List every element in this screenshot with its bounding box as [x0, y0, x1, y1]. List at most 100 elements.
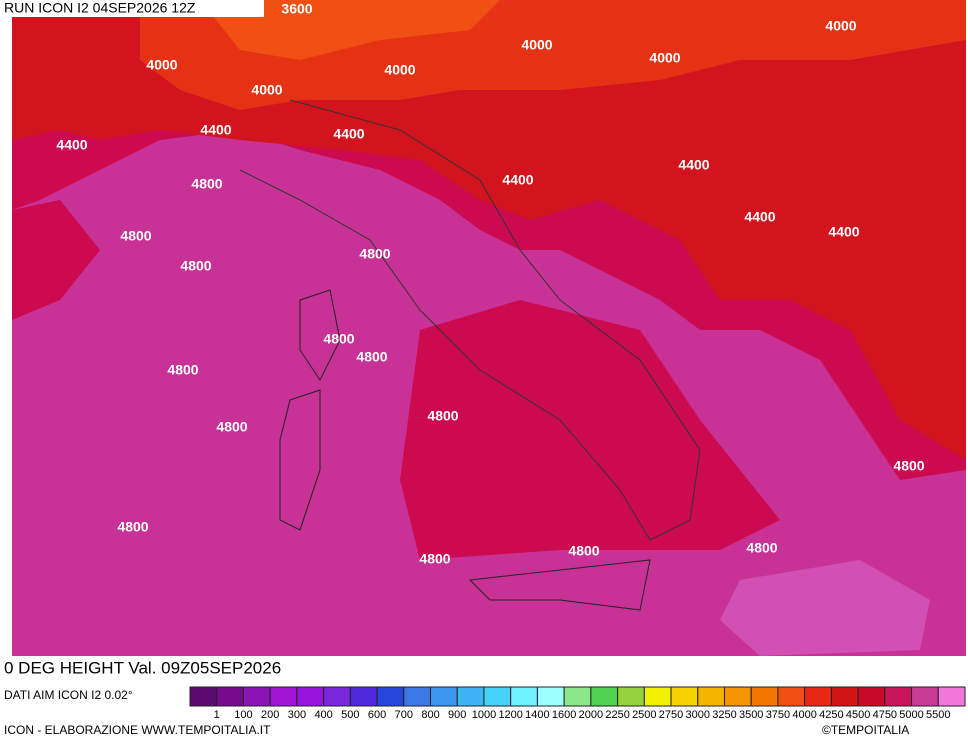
contour-label: 4800 [117, 519, 148, 535]
legend-swatch [323, 686, 351, 707]
legend-label: 400 [314, 709, 332, 721]
legend-swatch [750, 686, 779, 707]
header-box [0, 0, 264, 17]
legend-swatch [857, 686, 886, 707]
footer-title: 0 DEG HEIGHT Val. 09Z05SEP2026 [4, 658, 281, 677]
legend-swatch [804, 686, 832, 707]
legend-label: 800 [421, 709, 439, 721]
legend-label: 3500 [739, 709, 763, 721]
contour-label: 4800 [323, 331, 354, 347]
red-zone [12, 0, 966, 460]
footer-copyright: ©TEMPOITALIA [822, 723, 909, 737]
legend-label: 5000 [899, 709, 923, 721]
contour-label: 4800 [191, 176, 222, 192]
contour-label: 4800 [359, 246, 390, 262]
crimson-zone [12, 200, 100, 320]
legend-label: 200 [261, 709, 279, 721]
contour-label: 4400 [333, 126, 364, 142]
contour-label: 4000 [649, 50, 680, 66]
legend-swatch [617, 686, 645, 707]
legend-swatch [296, 686, 325, 707]
contour-label: 4400 [828, 224, 859, 240]
contour-label: 4800 [356, 349, 387, 365]
legend-swatch [723, 686, 752, 707]
legend-swatch [643, 686, 672, 707]
legend-swatch [670, 686, 699, 707]
legend-swatch [403, 686, 432, 707]
contour-labels: 3600 4000 4000 4000 4000 4000 4000 4400 4400 4400… [56, 1, 924, 567]
footer-box [0, 656, 413, 683]
contour-label: 4800 [568, 543, 599, 559]
legend-swatch [349, 686, 378, 707]
coastline [239, 99, 701, 541]
orange-zone [200, 0, 500, 60]
contour-label: 4800 [216, 419, 247, 435]
legend-label: 4750 [873, 709, 897, 721]
legend-label: 1200 [498, 709, 522, 721]
legend-swatch [510, 686, 538, 707]
legend-label: 500 [341, 709, 359, 721]
legend-swatch [697, 686, 725, 707]
legend-swatch [189, 686, 218, 707]
contour-label: 4400 [744, 209, 775, 225]
legend-swatch [937, 686, 966, 707]
legend-swatch [830, 686, 859, 707]
legend-swatch [456, 686, 485, 707]
legend-label: 4500 [846, 709, 870, 721]
legend-label: 600 [368, 709, 386, 721]
footer-source: DATI AIM ICON I2 0.02° [4, 688, 133, 702]
legend-label: 4000 [792, 709, 816, 721]
contour-label: 4800 [746, 540, 777, 556]
legend-label: 1 [214, 709, 220, 721]
legend-label: 5500 [926, 709, 950, 721]
contour-label: 4000 [521, 37, 552, 53]
legend-swatch [536, 686, 565, 707]
contour-label: 4400 [678, 157, 709, 173]
legend-swatch [216, 686, 244, 707]
legend-swatch [590, 686, 619, 707]
legend-label: 100 [234, 709, 252, 721]
contour-label: 4800 [167, 362, 198, 378]
footer-credit: ICON - ELABORAZIONE WWW.TEMPOITALIA.IT [4, 723, 271, 737]
legend-label: 3750 [766, 709, 790, 721]
legend-label: 700 [395, 709, 413, 721]
legend-swatch [884, 686, 913, 707]
legend: 1 100 200 300 400 500 600 700 800 900 1000 1200 1400… [189, 686, 966, 721]
legend-label: 2500 [632, 709, 656, 721]
legend-label: 300 [288, 709, 306, 721]
legend-swatch [269, 686, 298, 707]
legend-label: 1000 [472, 709, 496, 721]
contour-label: 4400 [502, 172, 533, 188]
contour-label: 4000 [384, 62, 415, 78]
contour-label: 3600 [281, 1, 312, 17]
legend-swatch [430, 686, 458, 707]
contour-label: 4000 [146, 57, 177, 73]
contour-label: 4000 [251, 82, 282, 98]
legend-swatch [242, 686, 271, 707]
legend-label: 1600 [552, 709, 576, 721]
legend-swatch [376, 686, 405, 707]
legend-label: 2250 [605, 709, 629, 721]
map [12, 0, 966, 656]
contour-label: 4400 [56, 137, 87, 153]
legend-label: 1400 [525, 709, 549, 721]
legend-label: 2000 [579, 709, 603, 721]
contour-label: 4800 [120, 228, 151, 244]
legend-swatch [777, 686, 806, 707]
legend-label: 3000 [686, 709, 710, 721]
crimson-zone [400, 300, 780, 560]
contour-label: 4400 [200, 122, 231, 138]
pink-zone [720, 560, 930, 656]
coastline [279, 289, 651, 611]
contour-label: 4800 [893, 458, 924, 474]
contour-label: 4000 [825, 18, 856, 34]
legend-label: 2750 [659, 709, 683, 721]
legend-swatch [911, 686, 939, 707]
legend-swatch [563, 686, 592, 707]
legend-label: 900 [448, 709, 466, 721]
header-title: RUN ICON I2 04SEP2026 12Z [4, 0, 196, 16]
legend-label: 3250 [712, 709, 736, 721]
legend-swatch [483, 686, 512, 707]
legend-label: 4250 [819, 709, 843, 721]
